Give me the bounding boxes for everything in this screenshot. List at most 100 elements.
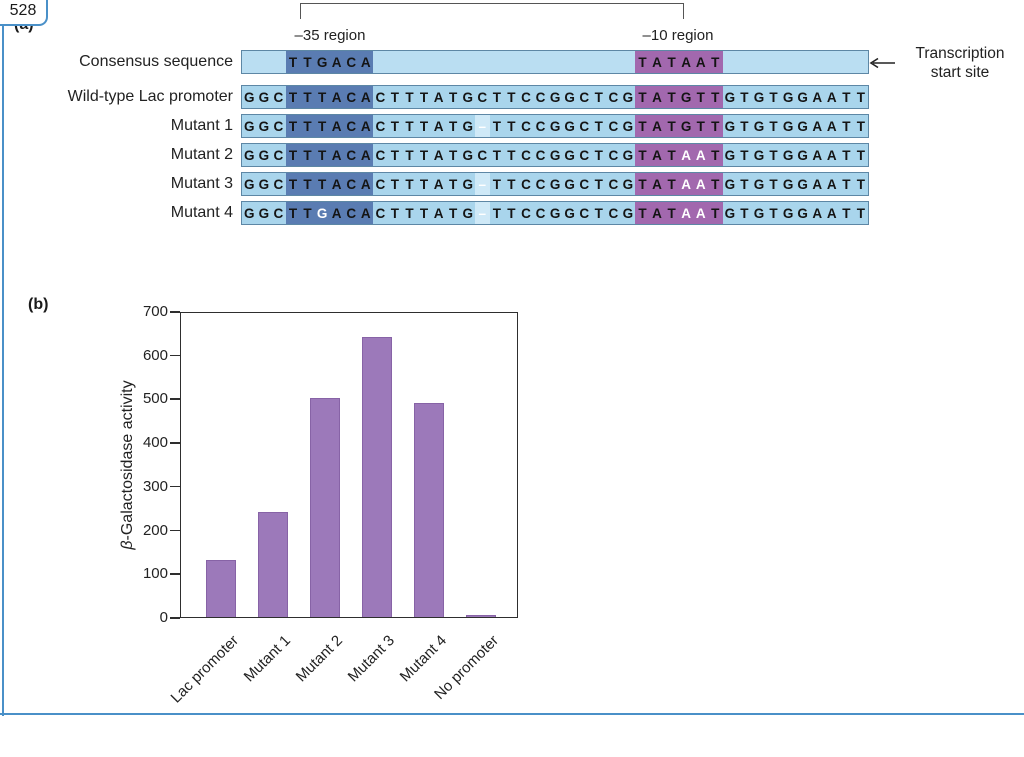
seq-cell: C — [518, 173, 534, 195]
seq-cell: T — [591, 144, 607, 166]
seq-cell: C — [271, 202, 286, 224]
mutated-cell: A — [678, 144, 694, 166]
x-tick-label: Mutant 3 — [344, 632, 399, 686]
seq-cell: A — [824, 173, 840, 195]
minus10-cell: T — [664, 86, 679, 108]
seq-cell: T — [839, 115, 854, 137]
consensus-cell — [737, 51, 752, 73]
seq-cell: G — [547, 173, 563, 195]
minus35-cell: T — [285, 144, 301, 166]
seq-cell: G — [620, 86, 636, 108]
seq-cell: A — [809, 86, 825, 108]
seq-cell: T — [591, 202, 607, 224]
seq-cell: T — [766, 173, 781, 195]
page-bottom-border — [0, 713, 1024, 715]
seq-cell: C — [271, 144, 286, 166]
seq-cell: G — [242, 202, 257, 224]
consensus-cell — [751, 51, 767, 73]
minus35-cell: T — [285, 115, 301, 137]
y-tick-label: 100 — [142, 565, 168, 583]
seq-cell: G — [722, 86, 738, 108]
sequence-row-label: Mutant 3 — [170, 175, 233, 192]
seq-cell: A — [431, 202, 446, 224]
sequence-row-label: Consensus sequence — [79, 53, 233, 70]
seq-cell: C — [373, 173, 388, 195]
y-tick-mark — [170, 573, 180, 575]
consensus-cell — [416, 51, 432, 73]
minus10-cell: A — [649, 86, 665, 108]
sequence-row: Wild-type Lac promoter G G C T T T A C A C T T T A T G C T… — [0, 85, 880, 109]
consensus-cell — [547, 51, 563, 73]
seq-cell: G — [795, 173, 810, 195]
seq-cell: T — [853, 86, 869, 108]
minus10-cell: A — [649, 144, 665, 166]
seq-cell: G — [795, 115, 810, 137]
minus35-cell: A — [329, 51, 344, 73]
seq-cell: C — [533, 202, 548, 224]
seq-cell: T — [402, 173, 417, 195]
minus35-cell: C — [343, 202, 359, 224]
mutated-cell: G — [314, 202, 330, 224]
seq-cell: C — [475, 86, 490, 108]
y-tick-mark — [170, 354, 180, 357]
x-tick-label: Mutant 4 — [396, 632, 451, 686]
minus10-cell: T — [708, 144, 723, 166]
consensus-cell — [387, 51, 403, 73]
gap-cell: – — [475, 202, 490, 224]
seq-cell: G — [620, 144, 636, 166]
y-axis-title-text: -Galactosidase activity — [119, 380, 136, 541]
minus35-cell: T — [285, 173, 301, 195]
minus35-cell: A — [329, 173, 344, 195]
minus10-cell: T — [708, 86, 723, 108]
consensus-cell — [504, 51, 519, 73]
minus10-cell: T — [664, 173, 679, 195]
consensus-cell — [620, 51, 636, 73]
seq-cell: C — [576, 144, 592, 166]
seq-cell: A — [809, 144, 825, 166]
seq-cell: A — [431, 144, 446, 166]
seq-cell: T — [445, 144, 461, 166]
seq-cell: G — [256, 86, 272, 108]
seq-cell: G — [460, 202, 475, 224]
minus10-cell: A — [693, 51, 708, 73]
seq-cell: C — [606, 115, 621, 137]
gap-cell: – — [475, 173, 490, 195]
seq-cell: T — [387, 202, 403, 224]
minus10-cell: T — [635, 86, 650, 108]
seq-cell: A — [809, 173, 825, 195]
minus35-cell: T — [314, 144, 330, 166]
seq-cell: G — [722, 144, 738, 166]
seq-cell: C — [533, 173, 548, 195]
consensus-cell — [780, 51, 796, 73]
minus35-cell: T — [314, 86, 330, 108]
seq-cell: G — [562, 144, 577, 166]
sequence-bar: G G C T T T A C A C T T T A T G – T T C C G G C T C G T A T G T T G T G T G G A… — [241, 114, 869, 138]
minus35-cell: C — [343, 51, 359, 73]
bar-lac-promoter — [206, 560, 236, 617]
mutated-cell: A — [693, 144, 708, 166]
y-tick-label: 600 — [142, 346, 168, 364]
minus35-cell: T — [285, 86, 301, 108]
seq-cell: G — [256, 202, 272, 224]
sequence-bar: G G C T T G A C A C T T T A T G – T T C C G G C T C G T A T A A T G T G T G G A… — [241, 201, 869, 225]
seq-cell: G — [722, 173, 738, 195]
seq-cell: T — [445, 86, 461, 108]
y-tick-mark — [170, 485, 180, 488]
seq-cell: C — [606, 202, 621, 224]
seq-cell: A — [824, 115, 840, 137]
consensus-cell — [853, 51, 869, 73]
seq-cell: T — [853, 115, 869, 137]
mutated-cell: A — [693, 173, 708, 195]
minus35-cell: A — [329, 115, 344, 137]
seq-cell: T — [766, 86, 781, 108]
sequence-row-label: Mutant 1 — [170, 117, 233, 134]
seq-cell: C — [518, 202, 534, 224]
seq-cell: G — [460, 144, 475, 166]
seq-cell: A — [431, 86, 446, 108]
seq-cell: T — [489, 86, 505, 108]
consensus-cell — [795, 51, 810, 73]
minus35-cell: T — [314, 115, 330, 137]
seq-cell: C — [576, 173, 592, 195]
x-tick-label: No promoter — [431, 632, 503, 703]
minus10-cell: T — [635, 51, 650, 73]
